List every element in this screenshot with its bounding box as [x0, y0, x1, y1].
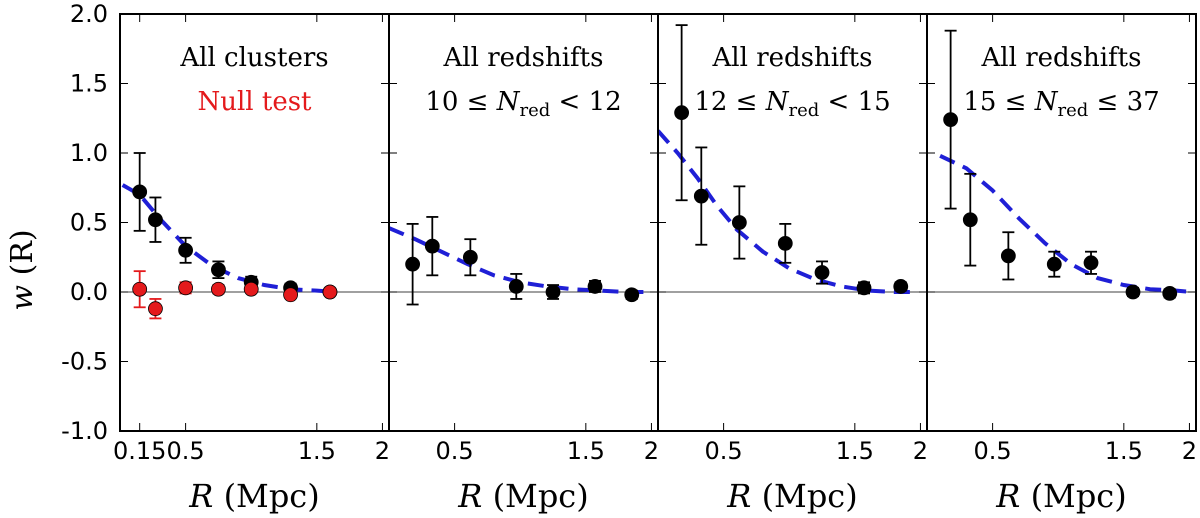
subtitle-sub: red — [519, 100, 550, 121]
x-axis-label-var: R — [457, 477, 482, 515]
x-axis-label-var: R — [188, 477, 213, 515]
cluster-point — [1125, 284, 1141, 300]
model-curve — [939, 153, 1193, 294]
x-tick-label: 2 — [644, 437, 659, 465]
cluster-point — [148, 212, 163, 228]
subtitle-rhs: ≤ 37 — [1088, 87, 1159, 117]
cluster-point — [856, 280, 872, 296]
null-test-point — [178, 280, 194, 296]
panel-3: 0.5 1.5 2 All redshifts 12 ≤ Nred < 15 R (Mpc… — [657, 13, 928, 515]
panel-subtitle: 15 ≤ Nred ≤ 37 — [963, 87, 1159, 121]
y-tick-label: 1.5 — [70, 70, 108, 98]
cluster-point — [943, 112, 959, 128]
null-test-point — [148, 301, 163, 317]
cluster-point — [587, 279, 603, 294]
cluster-point — [1046, 256, 1062, 272]
panel-frame — [926, 13, 1197, 432]
cluster-point — [462, 249, 478, 265]
y-axis: -1.0 -0.5 0.0 0.5 1.0 1.5 2.0 — [61, 0, 108, 445]
x-tick-label: 0.5 — [167, 437, 205, 465]
cluster-point — [962, 212, 978, 228]
x-tick-label: 1.5 — [1105, 437, 1143, 465]
panel-1: 0.15 0.5 1.5 2 All clusters Null test R (Mpc) — [113, 13, 390, 515]
subtitle-lhs: 12 ≤ — [694, 87, 765, 117]
x-axis-label: R (Mpc) — [457, 477, 588, 515]
panel-frame — [388, 13, 659, 432]
panel-title: All redshifts — [712, 43, 873, 73]
cluster-point — [1162, 285, 1178, 301]
x-axis-label-unit: (Mpc) — [482, 477, 588, 515]
y-tick-label: 0.0 — [70, 278, 108, 306]
panel-title: All redshifts — [443, 43, 604, 73]
cluster-point — [508, 279, 524, 294]
panel-subtitle: 12 ≤ Nred < 15 — [694, 87, 890, 121]
null-test-point — [243, 281, 259, 297]
subtitle-rhs: < 12 — [550, 87, 621, 117]
subtitle-lhs: 10 ≤ — [425, 87, 496, 117]
x-axis-label-unit: (Mpc) — [213, 477, 319, 515]
cluster-point — [405, 256, 421, 272]
y-tick-label: -0.5 — [61, 348, 108, 376]
x-axis-label-unit: (Mpc) — [751, 477, 857, 515]
cluster-point — [211, 262, 226, 278]
x-axis-label-var: R — [726, 477, 751, 515]
panel-title: All clusters — [179, 43, 328, 73]
panel-frame — [657, 13, 928, 432]
cluster-point — [1083, 255, 1099, 271]
null-test-point — [322, 284, 338, 300]
panel-2: 0.5 1.5 2 All redshifts 10 ≤ Nred < 12 R (Mpc… — [388, 13, 659, 515]
cluster-point — [132, 184, 148, 200]
panel-subtitle: Null test — [197, 87, 312, 117]
null-test-point — [211, 281, 226, 297]
model-curve — [658, 129, 914, 294]
cluster-point — [731, 215, 747, 230]
x-axis-label: R (Mpc) — [995, 477, 1126, 515]
panel-title: All redshifts — [981, 43, 1142, 73]
model-curve — [389, 226, 645, 294]
x-axis-label-unit: (Mpc) — [1020, 477, 1126, 515]
cluster-point — [1000, 248, 1016, 264]
x-tick-label: 0.15 — [113, 437, 166, 465]
null-test-point — [132, 281, 148, 297]
x-tick-label: 0.5 — [974, 437, 1012, 465]
cluster-point — [624, 287, 640, 303]
x-tick-label: 2 — [1182, 437, 1197, 465]
x-tick-label: 2 — [913, 437, 928, 465]
cluster-point — [674, 105, 690, 121]
y-tick-label: 1.0 — [70, 139, 108, 167]
panel-subtitle: 10 ≤ Nred < 12 — [425, 87, 621, 121]
cluster-point — [178, 242, 194, 258]
panel-4: 0.5 1.5 2 All redshifts 15 ≤ Nred ≤ 37 R (Mpc… — [926, 13, 1197, 515]
cluster-point — [545, 284, 561, 300]
subtitle-var: N — [765, 87, 790, 117]
y-axis-label: w (R) — [5, 229, 40, 310]
cluster-point — [893, 279, 909, 294]
x-tick-label: 1.5 — [567, 437, 605, 465]
x-tick-label: 0.5 — [705, 437, 743, 465]
y-tick-label: 2.0 — [70, 0, 108, 28]
x-tick-label: 2 — [375, 437, 390, 465]
subtitle-var: N — [1034, 87, 1059, 117]
x-tick-label: 1.5 — [836, 437, 874, 465]
x-axis-label: R (Mpc) — [726, 477, 857, 515]
x-axis-label-var: R — [995, 477, 1020, 515]
x-tick-label: 0.5 — [436, 437, 474, 465]
cluster-point — [424, 238, 440, 254]
subtitle-var: N — [496, 87, 521, 117]
subtitle-sub: red — [788, 100, 819, 121]
subtitle-rhs: < 15 — [819, 87, 890, 117]
y-tick-label: -1.0 — [61, 417, 108, 445]
y-tick-label: 0.5 — [70, 209, 108, 237]
x-axis-label: R (Mpc) — [188, 477, 319, 515]
cluster-point — [693, 188, 709, 204]
cluster-point — [814, 265, 830, 280]
x-tick-label: 1.5 — [298, 437, 336, 465]
subtitle-sub: red — [1057, 100, 1088, 121]
null-test-point — [283, 287, 298, 303]
cluster-point — [777, 235, 793, 251]
subtitle-lhs: 15 ≤ — [963, 87, 1034, 117]
